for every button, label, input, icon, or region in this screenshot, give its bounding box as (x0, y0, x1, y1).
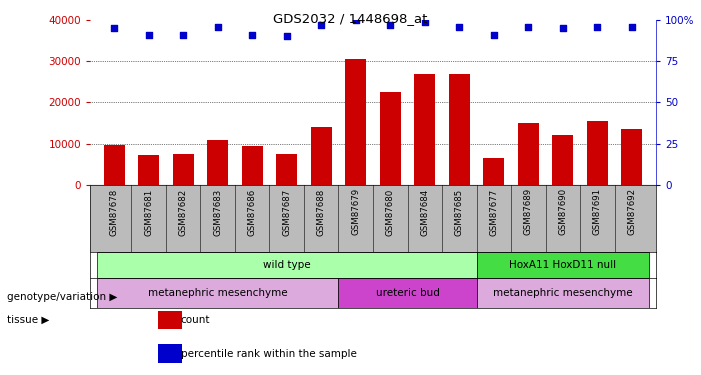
Bar (138, 155, 159, 185)
Bar (97, 252, 477, 278)
Text: GSM87683: GSM87683 (213, 188, 222, 236)
Text: GSM87690: GSM87690 (558, 188, 567, 236)
Bar (477, 252, 649, 278)
Text: HoxA11 HoxD11 null: HoxA11 HoxD11 null (509, 260, 616, 270)
Text: tissue ▶: tissue ▶ (7, 315, 49, 324)
Text: ureteric bud: ureteric bud (376, 288, 440, 298)
Text: GSM87692: GSM87692 (627, 188, 637, 236)
Text: GSM87688: GSM87688 (317, 188, 326, 236)
Point (523, 24, 534, 30)
Bar (587, 121, 608, 185)
Bar (158, 310, 182, 330)
Text: GSM87680: GSM87680 (386, 188, 395, 236)
Point (212, 24, 224, 30)
Bar (518, 123, 538, 185)
Bar (380, 92, 400, 185)
Point (557, 25, 569, 31)
Text: genotype/variation ▶: genotype/variation ▶ (7, 292, 117, 302)
Text: metanephric mesenchyme: metanephric mesenchyme (148, 288, 287, 298)
Point (592, 24, 603, 30)
Bar (449, 74, 470, 185)
Bar (276, 154, 297, 185)
Text: GSM87686: GSM87686 (247, 188, 257, 236)
Point (385, 22, 396, 28)
Text: GSM87691: GSM87691 (593, 188, 602, 236)
Point (315, 22, 327, 28)
Bar (311, 127, 332, 185)
Text: GSM87677: GSM87677 (489, 188, 498, 236)
Bar (104, 145, 125, 185)
Bar (552, 135, 573, 185)
Bar (173, 154, 193, 185)
Text: GSM87679: GSM87679 (351, 188, 360, 236)
Bar (622, 129, 642, 185)
Text: GSM87689: GSM87689 (524, 188, 533, 236)
Bar (158, 344, 182, 363)
Text: GSM87681: GSM87681 (144, 188, 154, 236)
Bar (97, 278, 339, 308)
Point (419, 19, 430, 25)
Text: count: count (181, 315, 210, 325)
Bar (484, 158, 504, 185)
Text: GSM87678: GSM87678 (109, 188, 118, 236)
Text: GSM87685: GSM87685 (455, 188, 464, 236)
Bar (477, 278, 649, 308)
Text: metanephric mesenchyme: metanephric mesenchyme (493, 288, 632, 298)
Text: GDS2032 / 1448698_at: GDS2032 / 1448698_at (273, 12, 428, 25)
Text: GSM87687: GSM87687 (283, 188, 291, 236)
Text: wild type: wild type (263, 260, 311, 270)
Bar (207, 140, 228, 185)
Bar (242, 146, 263, 185)
Point (488, 32, 499, 38)
Point (350, 17, 361, 23)
Text: GSM87682: GSM87682 (179, 188, 188, 236)
Point (281, 33, 292, 39)
Bar (346, 59, 366, 185)
Point (109, 25, 120, 31)
Point (247, 32, 258, 38)
Bar (339, 278, 477, 308)
Point (454, 24, 465, 30)
Point (177, 32, 189, 38)
Text: percentile rank within the sample: percentile rank within the sample (181, 348, 356, 358)
Point (143, 32, 154, 38)
Text: GSM87684: GSM87684 (421, 188, 429, 236)
Point (626, 24, 637, 30)
Bar (414, 74, 435, 185)
